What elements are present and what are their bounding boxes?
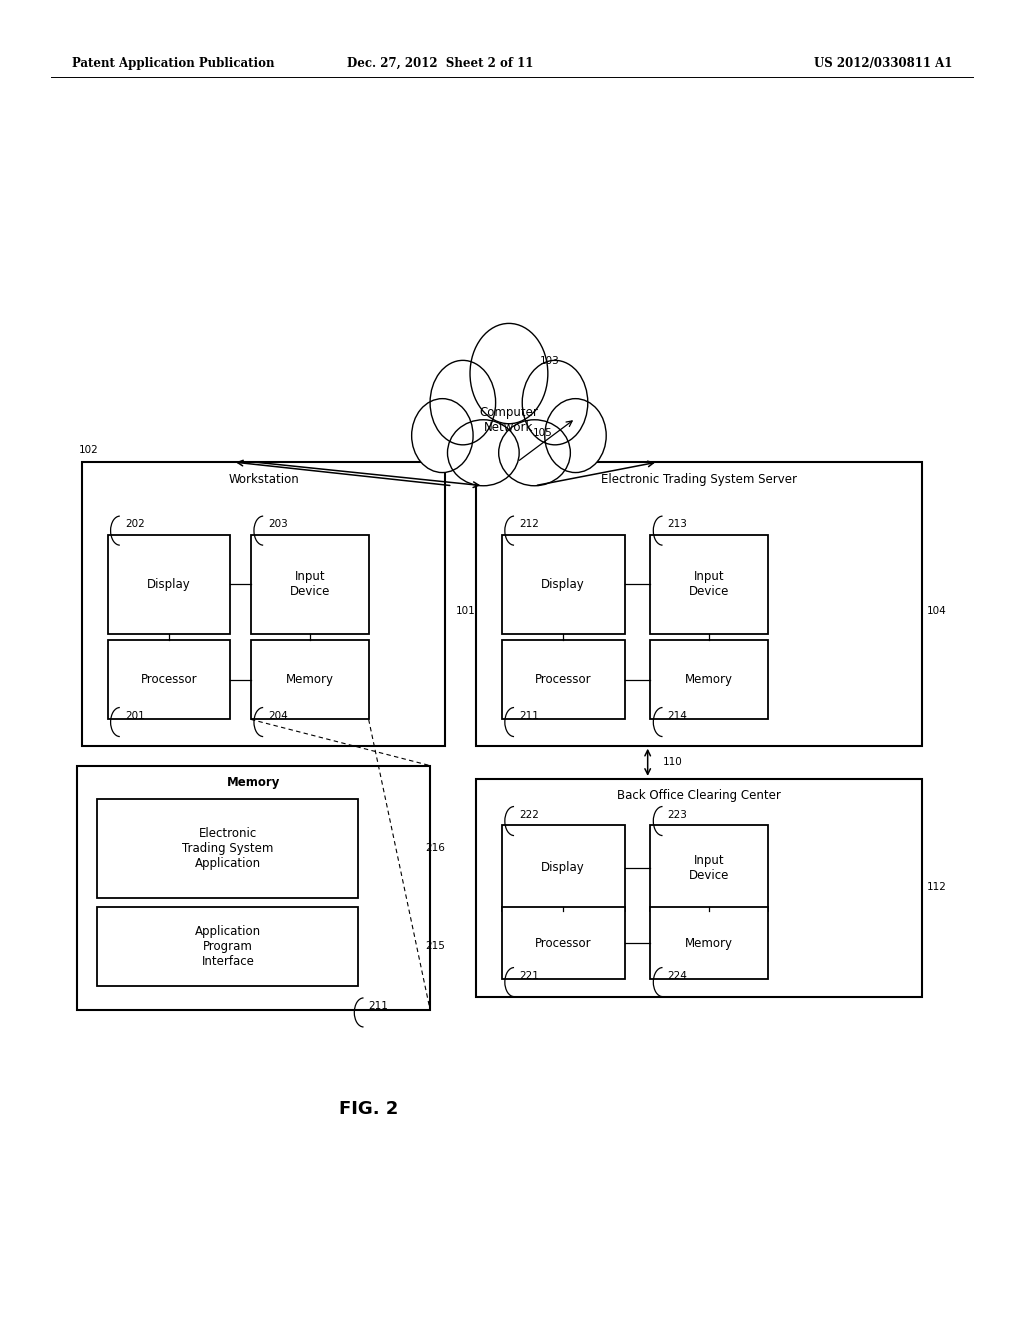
Text: 203: 203 bbox=[268, 519, 288, 529]
Text: Back Office Clearing Center: Back Office Clearing Center bbox=[616, 789, 781, 803]
Text: Display: Display bbox=[542, 862, 585, 874]
Text: Patent Application Publication: Patent Application Publication bbox=[72, 57, 274, 70]
Text: 202: 202 bbox=[125, 519, 144, 529]
Text: 104: 104 bbox=[927, 606, 946, 616]
Bar bbox=[77, 766, 430, 1010]
Text: Application
Program
Interface: Application Program Interface bbox=[195, 925, 261, 968]
Text: Computer
Network: Computer Network bbox=[479, 405, 539, 434]
Text: 211: 211 bbox=[519, 710, 539, 721]
Bar bbox=[97, 907, 358, 986]
Text: 103: 103 bbox=[540, 355, 559, 366]
Text: Memory: Memory bbox=[685, 673, 733, 686]
Ellipse shape bbox=[412, 399, 473, 473]
Bar bbox=[502, 640, 625, 719]
Ellipse shape bbox=[522, 360, 588, 445]
Text: 112: 112 bbox=[927, 882, 946, 892]
Text: 105: 105 bbox=[532, 428, 552, 438]
Bar bbox=[650, 825, 768, 911]
Text: 211: 211 bbox=[369, 1001, 388, 1011]
Text: 221: 221 bbox=[519, 970, 539, 981]
Text: Workstation: Workstation bbox=[228, 473, 299, 486]
Text: 224: 224 bbox=[668, 970, 687, 981]
Bar bbox=[650, 907, 768, 979]
Bar bbox=[251, 535, 369, 634]
Text: Electronic Trading System Server: Electronic Trading System Server bbox=[601, 473, 797, 486]
Text: Processor: Processor bbox=[140, 673, 198, 686]
Ellipse shape bbox=[447, 363, 570, 482]
Ellipse shape bbox=[447, 420, 519, 486]
Text: Input
Device: Input Device bbox=[689, 570, 729, 598]
Text: Input
Device: Input Device bbox=[689, 854, 729, 882]
Text: 215: 215 bbox=[425, 941, 444, 952]
Text: 216: 216 bbox=[425, 843, 444, 853]
Text: Display: Display bbox=[542, 578, 585, 590]
Bar bbox=[108, 535, 230, 634]
Bar bbox=[476, 462, 922, 746]
Text: Memory: Memory bbox=[685, 937, 733, 949]
Ellipse shape bbox=[499, 420, 570, 486]
Bar bbox=[108, 640, 230, 719]
Bar bbox=[650, 535, 768, 634]
Text: Processor: Processor bbox=[535, 937, 592, 949]
Bar bbox=[502, 535, 625, 634]
Text: 223: 223 bbox=[668, 809, 687, 820]
Bar bbox=[476, 779, 922, 997]
Bar bbox=[502, 825, 625, 911]
Text: 204: 204 bbox=[268, 710, 288, 721]
Text: US 2012/0330811 A1: US 2012/0330811 A1 bbox=[814, 57, 952, 70]
Text: 101: 101 bbox=[456, 606, 475, 616]
Text: 214: 214 bbox=[668, 710, 687, 721]
Ellipse shape bbox=[545, 399, 606, 473]
Text: Electronic
Trading System
Application: Electronic Trading System Application bbox=[182, 826, 273, 870]
Text: 213: 213 bbox=[668, 519, 687, 529]
Bar bbox=[650, 640, 768, 719]
Bar bbox=[502, 907, 625, 979]
Text: 212: 212 bbox=[519, 519, 539, 529]
Text: Display: Display bbox=[147, 578, 190, 590]
Ellipse shape bbox=[430, 360, 496, 445]
Text: 201: 201 bbox=[125, 710, 144, 721]
Bar bbox=[82, 462, 445, 746]
Text: 222: 222 bbox=[519, 809, 539, 820]
Bar bbox=[251, 640, 369, 719]
Text: Input
Device: Input Device bbox=[290, 570, 330, 598]
Text: 102: 102 bbox=[79, 445, 98, 455]
Ellipse shape bbox=[470, 323, 548, 424]
Text: Dec. 27, 2012  Sheet 2 of 11: Dec. 27, 2012 Sheet 2 of 11 bbox=[347, 57, 534, 70]
Bar bbox=[97, 799, 358, 898]
Text: FIG. 2: FIG. 2 bbox=[339, 1100, 398, 1118]
Text: Memory: Memory bbox=[286, 673, 334, 686]
Text: Processor: Processor bbox=[535, 673, 592, 686]
Text: Memory: Memory bbox=[226, 776, 281, 789]
Text: 110: 110 bbox=[664, 758, 683, 767]
